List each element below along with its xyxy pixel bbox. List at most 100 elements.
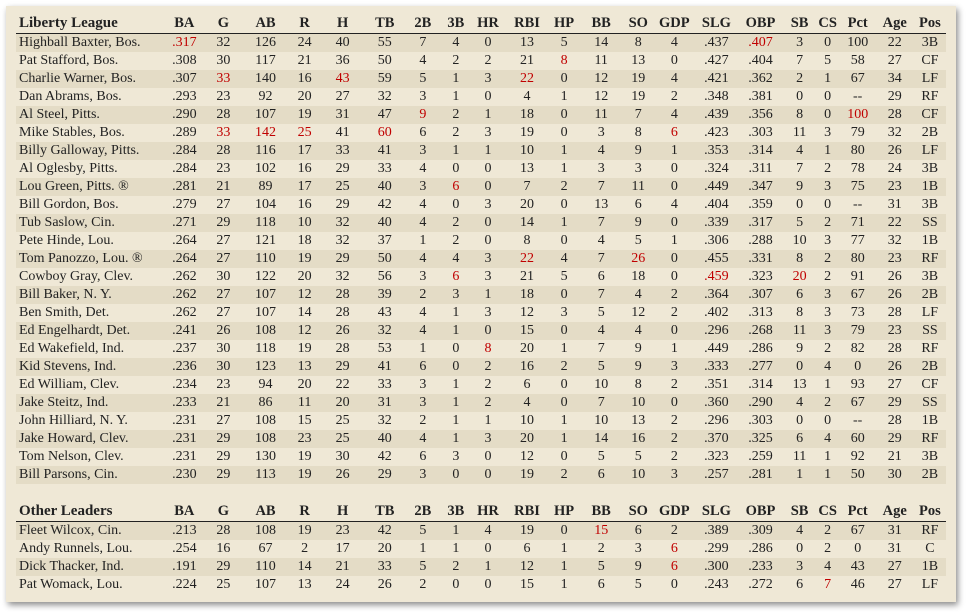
stat-tb: 32 [364,412,405,430]
table-row: Al Steel, Pitts. .290 28 107 19 31 47 9 2 1 18 0 11 7… [16,106,946,124]
column-header-g: G [204,14,243,34]
stat-r: 23 [288,430,321,448]
stat-gdp: 0 [653,576,696,594]
stat-ba: .213 [164,521,205,540]
stat-2b: 5 [404,558,441,576]
stat-hp: 0 [549,70,580,88]
column-header-obp: OBP [737,502,784,522]
stat-obp: .286 [737,540,784,558]
stat-gdp: 0 [653,268,696,286]
stat-slg: .351 [695,376,738,394]
stat-2b: 3 [404,394,441,412]
stat-pct: 79 [839,322,876,340]
stat-r: 20 [288,268,321,286]
table-row: Charlie Warner, Bos. .307 33 140 16 43 59 5 1 3 22… [16,70,946,88]
stat-g: 30 [204,268,243,286]
stat-hr: 2 [470,358,505,376]
stat-pct: 67 [839,286,876,304]
stat-sb: 4 [783,521,816,540]
stat-pct: 60 [839,430,876,448]
stat-tb: 60 [364,124,405,142]
column-header-slg: SLG [695,14,738,34]
stat-age: 23 [875,178,914,196]
stat-pos: 2B [913,358,946,376]
stat-ab: 107 [242,106,289,124]
stat-hp: 0 [549,376,580,394]
stat-bb: 5 [579,358,624,376]
stat-r: 14 [288,558,321,576]
stat-pos: 3B [913,268,946,286]
table-row: Ed William, Clev. .234 23 94 20 22 33 3 1 2 6 0 10 8 2… [16,376,946,394]
stat-ab: 117 [242,52,289,70]
stat-3b: 1 [440,376,471,394]
stat-g: 28 [204,142,243,160]
stat-gdp: 6 [653,558,696,576]
stat-obp: .323 [737,268,784,286]
stat-sb: 7 [783,160,816,178]
stat-hr: 0 [470,540,505,558]
stat-ab: 92 [242,88,289,106]
stat-g: 26 [204,322,243,340]
stat-pct: 50 [839,466,876,484]
player-name: John Hilliard, N. Y. [16,412,165,430]
stat-hr: 1 [470,142,505,160]
stat-pos: RF [913,250,946,268]
stat-so: 4 [623,286,654,304]
stat-ab: 116 [242,142,289,160]
column-header-cs: CS [815,502,840,522]
stat-3b: 1 [440,521,471,540]
stat-obp: .290 [737,394,784,412]
section-title: Liberty League [16,14,165,34]
stat-g: 23 [204,160,243,178]
stat-2b: 3 [404,178,441,196]
stat-g: 27 [204,412,243,430]
stat-2b: 6 [404,358,441,376]
stat-tb: 53 [364,340,405,358]
stat-gdp: 0 [653,250,696,268]
stat-ba: .231 [164,448,205,466]
stat-3b: 6 [440,268,471,286]
stat-ab: 102 [242,160,289,178]
stat-pct: -- [839,88,876,106]
stat-pos: LF [913,304,946,322]
stat-rbi: 18 [504,106,550,124]
table-row: Lou Green, Pitts. ® .281 21 89 17 25 40 3 6 0 7 2 7 1… [16,178,946,196]
table-row: Bill Gordon, Bos. .279 27 104 16 29 42 4 0 3 20 0 13… [16,196,946,214]
stat-hp: 8 [549,52,580,70]
table-row: Tom Nelson, Clev. .231 29 130 19 30 42 6 3 0 12 0 5 5… [16,448,946,466]
stat-gdp: 1 [653,232,696,250]
stat-2b: 5 [404,70,441,88]
stat-h: 33 [320,142,365,160]
stat-cs: 4 [815,358,840,376]
stat-rbi: 15 [504,322,550,340]
stat-pos: 1B [913,232,946,250]
stat-cs: 2 [815,214,840,232]
stat-tb: 59 [364,70,405,88]
stat-g: 29 [204,466,243,484]
stat-hp: 1 [549,430,580,448]
stat-bb: 15 [579,521,624,540]
stat-ba: .231 [164,412,205,430]
column-header-pct: Pct [839,14,876,34]
stat-bb: 5 [579,304,624,322]
stat-bb: 10 [579,376,624,394]
column-header-ba: BA [164,502,205,522]
stat-ba: .271 [164,214,205,232]
stat-pct: 0 [839,540,876,558]
stat-pct: -- [839,196,876,214]
stat-h: 29 [320,160,365,178]
stat-3b: 2 [440,232,471,250]
player-name: Al Steel, Pitts. [16,106,165,124]
stat-age: 28 [875,340,914,358]
table-row: Kid Stevens, Ind. .236 30 123 13 29 41 6 0 2 16 2 5 9… [16,358,946,376]
stat-hp: 5 [549,268,580,286]
stat-cs: 5 [815,52,840,70]
stat-bb: 7 [579,394,624,412]
stat-3b: 2 [440,52,471,70]
stat-g: 27 [204,250,243,268]
stat-h: 25 [320,412,365,430]
stat-cs: 2 [815,268,840,286]
stat-slg: .243 [695,576,738,594]
column-header-g: G [204,502,243,522]
stat-obp: .359 [737,196,784,214]
